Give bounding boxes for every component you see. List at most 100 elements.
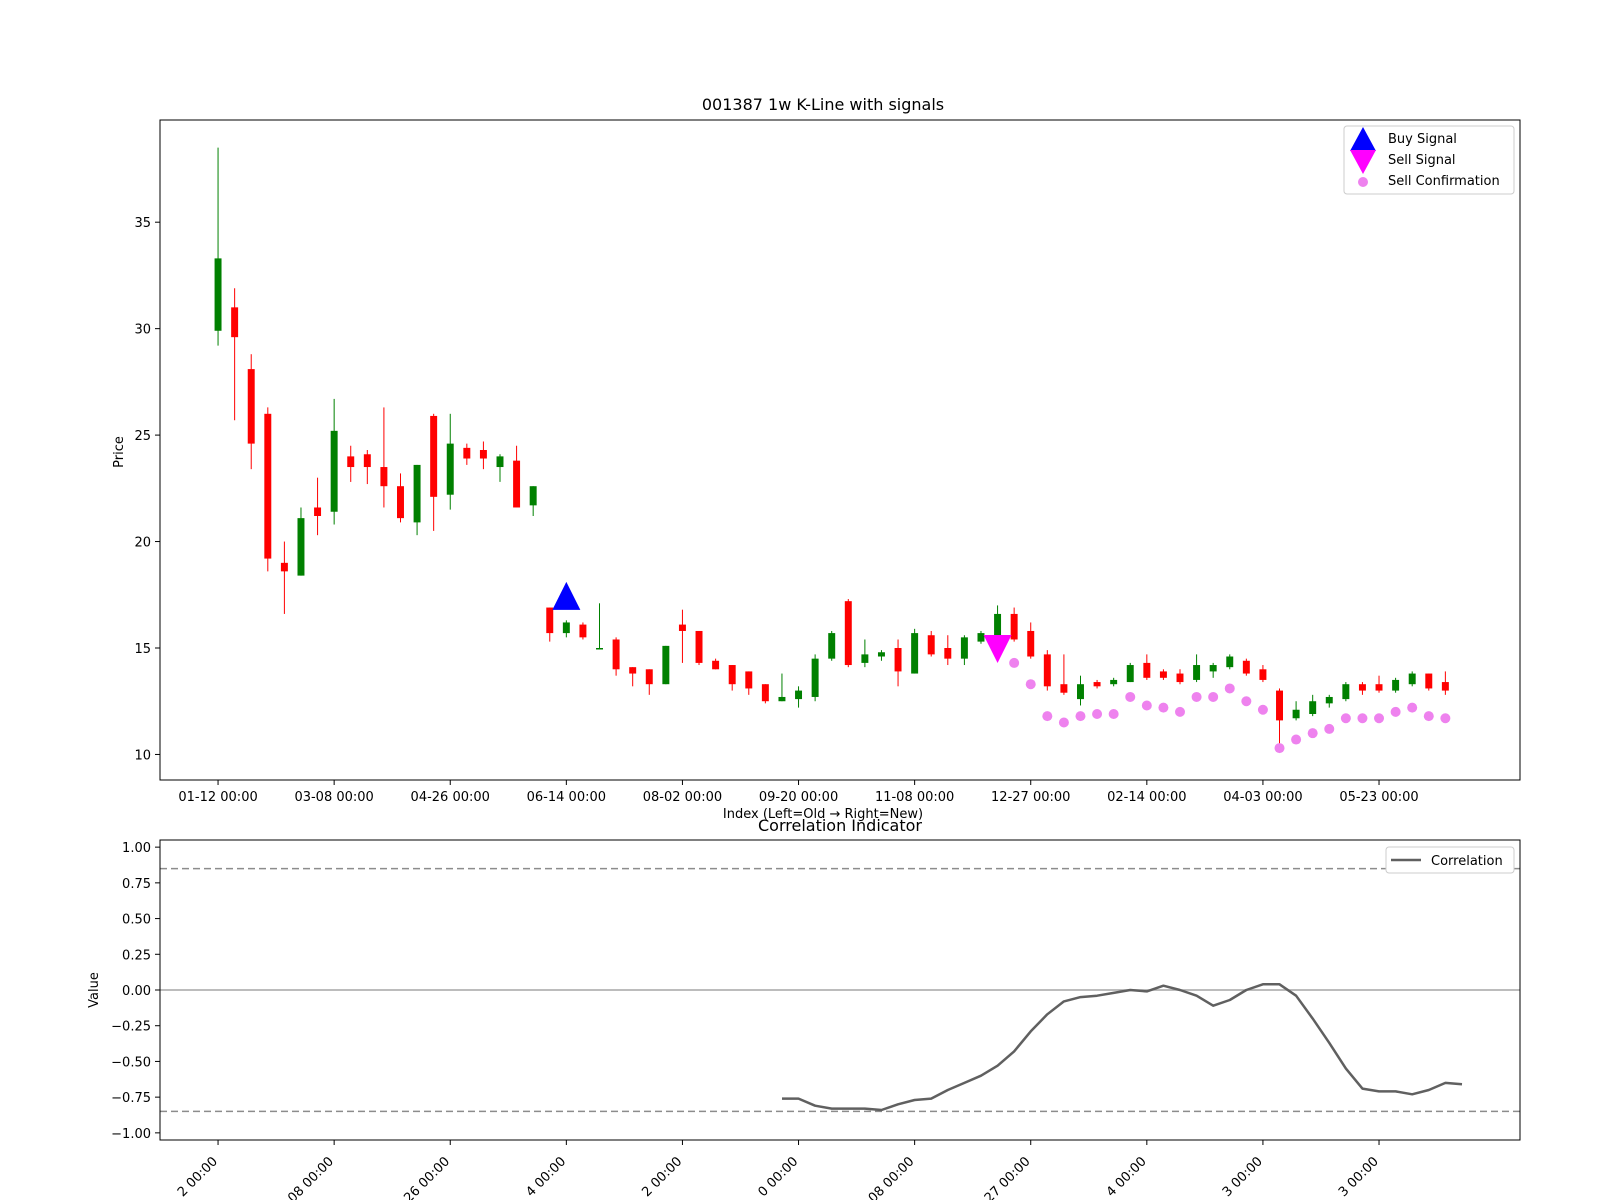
candle-body: [1060, 684, 1068, 693]
kline-legend: Buy Signal Sell Signal Sell Confirmation: [1343, 125, 1515, 195]
candle-body: [1441, 682, 1449, 691]
x-tick-label: 2 00:00: [639, 1154, 685, 1200]
sell-confirmation-point: [1324, 723, 1335, 734]
candle-body: [413, 464, 421, 523]
sell-confirmation-point: [1257, 704, 1268, 715]
candle-body: [1159, 671, 1167, 678]
kline-chart-title: 001387 1w K-Line with signals: [702, 95, 944, 114]
candle-body: [397, 486, 404, 519]
candle-body: [712, 660, 720, 670]
legend-confirm-label: Sell Confirmation: [1388, 174, 1500, 189]
legend-sell-marker: [1350, 150, 1376, 174]
y-tick-label: 0.25: [122, 948, 151, 963]
candle-body: [562, 622, 570, 634]
candle-body: [994, 613, 1002, 638]
candle-body: [844, 601, 852, 666]
candle-body: [596, 648, 603, 650]
candle-body: [496, 456, 504, 468]
legend-confirm-marker: [1358, 177, 1368, 187]
candle-body: [1077, 684, 1084, 700]
kline-x-axis-label: Index (Left=Old → Right=New): [723, 807, 923, 822]
correlation-y-axis-label: Value: [87, 972, 102, 1008]
sell-confirmation-point: [1208, 691, 1219, 702]
correlation-chart-title: Correlation Indicator: [758, 816, 922, 835]
x-tick-label: 01-12 00:00: [178, 790, 257, 805]
candle-body: [1027, 630, 1035, 657]
y-tick-label: −1.00: [111, 1127, 151, 1142]
x-tick-label: 3 00:00: [1220, 1154, 1266, 1200]
candle-body: [280, 562, 288, 572]
candle-body: [1043, 654, 1051, 687]
y-tick-label: 10: [134, 748, 151, 763]
kline-signals: [552, 581, 1451, 754]
y-tick-label: 0.00: [122, 984, 151, 999]
sell-confirmation-point: [1423, 711, 1434, 722]
sell-confirmation-point: [1224, 683, 1235, 694]
correlation-series: [782, 983, 1463, 1112]
sell-confirmation-point: [1141, 700, 1152, 711]
candle-body: [745, 671, 753, 689]
candle-body: [264, 413, 272, 559]
candle-body: [811, 658, 819, 697]
x-tick-label: 04-26 00:00: [411, 790, 490, 805]
candle-body: [1093, 682, 1101, 687]
candle-body: [1425, 673, 1433, 689]
candle-body: [778, 696, 786, 702]
kline-candles: [214, 147, 1449, 746]
correlation-legend-box: [1385, 846, 1515, 874]
x-tick-label: 08 00:00: [285, 1154, 337, 1200]
candle-body: [1193, 665, 1201, 680]
candle-body: [479, 450, 487, 459]
candle-body: [1209, 665, 1217, 672]
candle-body: [1126, 665, 1134, 683]
kline-plot-frame: [159, 119, 1521, 781]
candle-body: [645, 669, 653, 685]
sell-confirmation-point: [1340, 713, 1351, 724]
x-tick-label: 4 00:00: [1104, 1154, 1150, 1200]
sell-confirmation-point: [1374, 713, 1385, 724]
legend-buy-label: Buy Signal: [1388, 132, 1457, 147]
x-tick-label: 26 00:00: [401, 1154, 453, 1200]
sell-confirmation-point: [1241, 696, 1252, 707]
sell-signal-marker: [983, 635, 1012, 663]
x-tick-label: 2 00:00: [175, 1154, 221, 1200]
kline-legend-box: [1343, 125, 1515, 195]
candle-body: [944, 648, 952, 659]
x-tick-label: 03-08 00:00: [294, 790, 373, 805]
legend-sell-label: Sell Signal: [1388, 153, 1456, 168]
candle-body: [678, 624, 686, 631]
candle-body: [1242, 660, 1250, 674]
x-tick-label: 0 00:00: [755, 1154, 801, 1200]
candle-body: [728, 665, 736, 685]
candle-body: [463, 447, 471, 459]
sell-confirmation-point: [1025, 679, 1036, 690]
candle-body: [861, 654, 869, 663]
sell-confirmation-point: [1191, 691, 1202, 702]
candle-body: [1110, 679, 1118, 685]
sell-confirmation-point: [1175, 706, 1185, 717]
x-tick-label: 09-20 00:00: [759, 790, 838, 805]
candle-body: [380, 467, 388, 487]
correlation-panel: Correlation Indicator Value −1.00 −0.75 −0…: [87, 816, 1521, 1200]
x-tick-label: 4 00:00: [523, 1154, 569, 1200]
candle-body: [911, 633, 919, 674]
y-tick-label: 15: [134, 642, 151, 657]
candle-body: [579, 624, 587, 638]
y-tick-label: −0.25: [111, 1020, 151, 1035]
candle-body: [1392, 679, 1400, 691]
correlation-plot-frame: [159, 839, 1521, 1141]
x-tick-label: 3 00:00: [1336, 1154, 1382, 1200]
sell-confirmation-point: [1075, 711, 1086, 722]
kline-panel: 001387 1w K-Line with signals Price Inde…: [112, 95, 1521, 822]
candle-body: [446, 443, 454, 495]
candle-body: [695, 630, 703, 663]
candle-body: [612, 639, 620, 670]
x-tick-label: 06-14 00:00: [527, 790, 606, 805]
candle-body: [1342, 684, 1350, 700]
candle-body: [1292, 709, 1300, 719]
sell-confirmation-point: [1042, 711, 1053, 722]
candle-body: [894, 648, 902, 672]
legend-buy-marker: [1350, 127, 1376, 151]
correlation-line: [782, 983, 1463, 1112]
